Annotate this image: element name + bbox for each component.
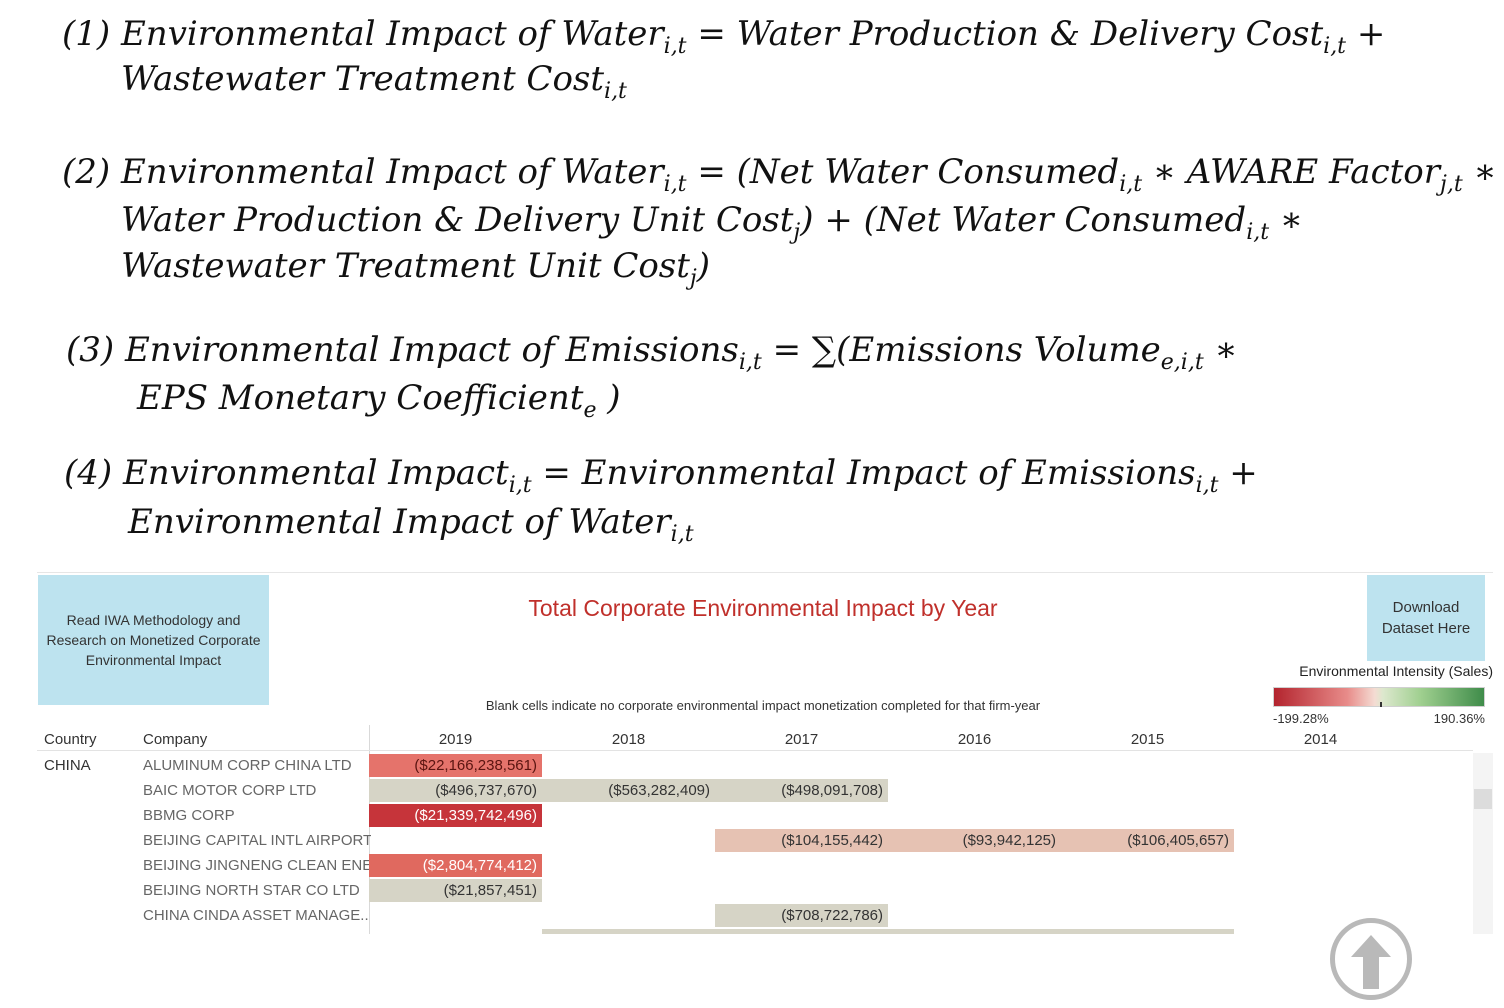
equation-1-term: Wastewater Treatment Cost	[121, 59, 605, 99]
equation-2-term: Water Production & Delivery Unit Cost	[121, 200, 794, 240]
equation-2-line-2: Water Production & Delivery Unit Costj) …	[121, 200, 1303, 244]
equation-2-term: ∗	[1462, 152, 1497, 192]
column-header-company: Company	[143, 731, 208, 748]
equation-3-line-2: EPS Monetary Coefficiente )	[137, 378, 621, 422]
equation-2-term: Environmental Impact of Water	[120, 152, 664, 192]
country-label: CHINA	[44, 757, 91, 774]
download-dataset-label: Download Dataset Here	[1381, 599, 1471, 637]
subscript: i,t	[1246, 220, 1270, 245]
equation-4-term: Environmental Impact	[122, 453, 509, 493]
equation-2-term: = (Net Water Consumed	[686, 152, 1120, 192]
column-header-year: 2014	[1303, 731, 1338, 748]
equation-4-line-1: (4) Environmental Impacti,t = Environmen…	[64, 453, 1258, 497]
methodology-link-label: Read IWA Methodology and Research on Mon…	[46, 612, 261, 668]
table-scrollbar[interactable]	[1473, 753, 1493, 934]
equation-1-term: = Water Production & Delivery Cost	[686, 14, 1324, 54]
methodology-equations: (1) Environmental Impact of Wateri,t = W…	[62, 14, 1497, 546]
subscript: i,t	[738, 350, 762, 375]
subscript: i,t	[663, 34, 687, 59]
company-name: BEIJING NORTH STAR CO LTD	[143, 882, 360, 899]
equation-2-term: ) + (Net Water Consumed	[800, 200, 1247, 240]
subscript: e	[583, 398, 597, 423]
impact-cell[interactable]: ($21,857,451)	[369, 879, 542, 902]
equation-4-number: (4)	[64, 453, 113, 493]
equation-1-number: (1)	[62, 14, 111, 54]
company-name: BEIJING CAPITAL INTL AIRPORT	[143, 832, 371, 849]
subscript: i,t	[663, 172, 687, 197]
equation-3-term: EPS Monetary Coefficient	[137, 378, 584, 418]
table-divider	[369, 725, 370, 934]
equation-3-line-1: (3) Environmental Impact of Emissionsi,t…	[66, 330, 1238, 374]
impact-cell[interactable]: ($106,405,657)	[1061, 829, 1234, 852]
impact-cell[interactable]: ($496,737,670)	[369, 779, 542, 802]
impact-cell[interactable]: ($104,155,442)	[715, 829, 888, 852]
column-header-year: 2016	[957, 731, 992, 748]
table-note: Blank cells indicate no corporate enviro…	[485, 698, 1041, 713]
subscript: j,t	[1440, 172, 1463, 197]
subscript: j	[793, 220, 801, 245]
subscript: i,t	[1195, 473, 1219, 498]
download-dataset-button[interactable]: Download Dataset Here	[1367, 575, 1485, 661]
table-scrollbar-thumb[interactable]	[1474, 789, 1492, 809]
equation-2-line-1: (2) Environmental Impact of Wateri,t = (…	[62, 152, 1497, 196]
column-header-country: Country	[44, 731, 97, 748]
company-name: BEIJING JINGNENG CLEAN ENE	[143, 857, 371, 874]
column-header-year: 2015	[1130, 731, 1165, 748]
column-header-year: 2018	[611, 731, 646, 748]
equation-2-term: Wastewater Treatment Unit Cost	[121, 246, 690, 286]
equation-4-term: = Environmental Impact of Emissions	[531, 453, 1196, 493]
equation-4-term: +	[1218, 453, 1258, 493]
equation-4-line-2: Environmental Impact of Wateri,t	[128, 502, 694, 546]
impact-dashboard: Read IWA Methodology and Research on Mon…	[37, 572, 1493, 934]
subscript: i,t	[604, 79, 627, 104]
color-legend-bar[interactable]	[1273, 687, 1485, 707]
company-name: BAIC MOTOR CORP LTD	[143, 782, 317, 799]
company-name: BBMG CORP	[143, 807, 235, 824]
equation-2-term: ∗	[1269, 200, 1303, 240]
impact-cell[interactable]: ($2,804,774,412)	[369, 854, 542, 877]
column-header-year: 2017	[784, 731, 819, 748]
impact-cell[interactable]: ($563,282,409)	[542, 779, 715, 802]
equation-4-term: Environmental Impact of Water	[128, 502, 671, 542]
header-divider	[37, 750, 1473, 751]
subscript: j	[689, 266, 697, 291]
impact-cell[interactable]: ($93,942,125)	[888, 829, 1061, 852]
subscript: e,i,t	[1160, 350, 1204, 375]
equation-3-term: )	[596, 378, 621, 418]
scroll-to-top-button[interactable]	[1330, 918, 1412, 1000]
equation-3-term: = ∑(Emissions Volume	[761, 330, 1161, 370]
dashboard-title: Total Corporate Environmental Impact by …	[528, 595, 998, 621]
equation-1-line-1: (1) Environmental Impact of Wateri,t = W…	[62, 14, 1386, 58]
legend-min-label: -199.28%	[1273, 711, 1329, 726]
impact-cell[interactable]: ($708,722,786)	[715, 904, 888, 927]
equation-2-term: )	[696, 246, 711, 286]
equation-3-term: ∗	[1203, 330, 1238, 370]
legend-title: Environmental Intensity (Sales)	[1299, 663, 1493, 679]
company-name: CHINA CINDA ASSET MANAGE..	[143, 907, 369, 924]
impact-cell[interactable]: ($21,339,742,496)	[369, 804, 542, 827]
equation-2-term: ∗ AWARE Factor	[1142, 152, 1440, 192]
equation-1-term: +	[1346, 14, 1386, 54]
equation-1-line-2: Wastewater Treatment Costi,t	[121, 59, 627, 103]
equation-3-number: (3)	[66, 330, 115, 370]
legend-midpoint-tick	[1380, 702, 1382, 707]
equation-1-term: Environmental Impact of Water	[120, 14, 664, 54]
subscript: i,t	[1323, 34, 1347, 59]
subscript: i,t	[670, 522, 694, 547]
impact-cell[interactable]: ($22,166,238,561)	[369, 754, 542, 777]
equation-2-line-3: Wastewater Treatment Unit Costj)	[121, 246, 711, 290]
arrow-up-icon	[1351, 935, 1391, 989]
methodology-link-button[interactable]: Read IWA Methodology and Research on Mon…	[38, 575, 269, 705]
legend-max-label: 190.36%	[1433, 711, 1485, 726]
equation-2-number: (2)	[62, 152, 111, 192]
equation-3-term: Environmental Impact of Emissions	[124, 330, 739, 370]
table-row-partial	[542, 929, 1234, 934]
company-name: ALUMINUM CORP CHINA LTD	[143, 757, 352, 774]
subscript: i,t	[1119, 172, 1143, 197]
subscript: i,t	[508, 473, 532, 498]
impact-cell[interactable]: ($498,091,708)	[715, 779, 888, 802]
column-header-year: 2019	[438, 731, 473, 748]
